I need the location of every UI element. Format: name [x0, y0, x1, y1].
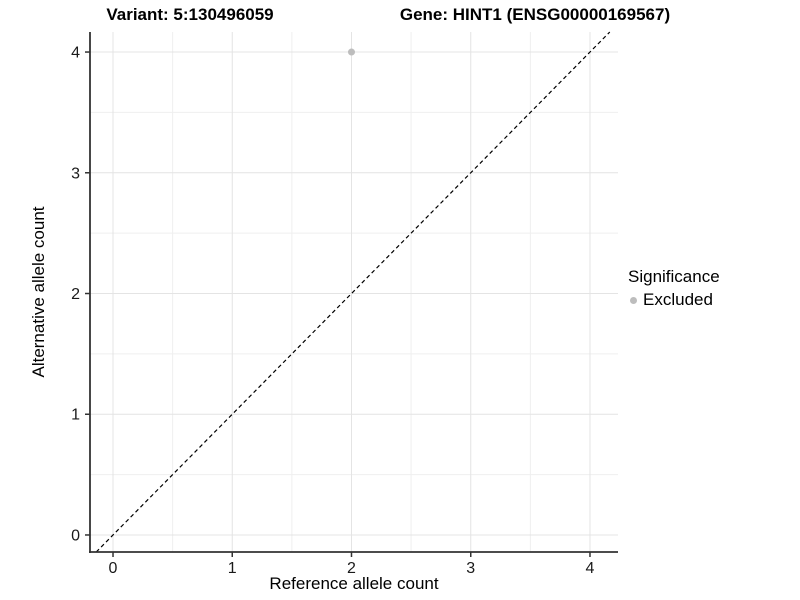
legend-item-excluded: Excluded — [628, 290, 720, 310]
data-point — [347, 48, 355, 56]
legend: Significance Excluded — [628, 267, 720, 310]
legend-item-label: Excluded — [643, 290, 713, 309]
x-axis-title: Reference allele count — [269, 574, 439, 593]
x-tick-label: 0 — [109, 560, 118, 577]
plot-title-variant: Variant: 5:130496059 — [106, 5, 274, 24]
legend-point-icon — [630, 296, 637, 304]
y-tick-label: 2 — [71, 286, 80, 303]
x-tick-label: 3 — [466, 560, 475, 577]
identity-reference-line — [95, 31, 611, 553]
legend-title: Significance — [628, 267, 720, 286]
x-tick-label: 1 — [228, 560, 237, 577]
y-tick-label: 4 — [71, 45, 80, 62]
y-tick-label: 0 — [71, 527, 80, 544]
y-tick-label: 3 — [71, 165, 80, 182]
plot-title-gene: Gene: HINT1 (ENSG00000169567) — [399, 5, 671, 24]
x-tick-label: 4 — [586, 560, 595, 577]
y-tick-label: 1 — [71, 407, 80, 424]
x-tick-label: 2 — [347, 560, 356, 577]
